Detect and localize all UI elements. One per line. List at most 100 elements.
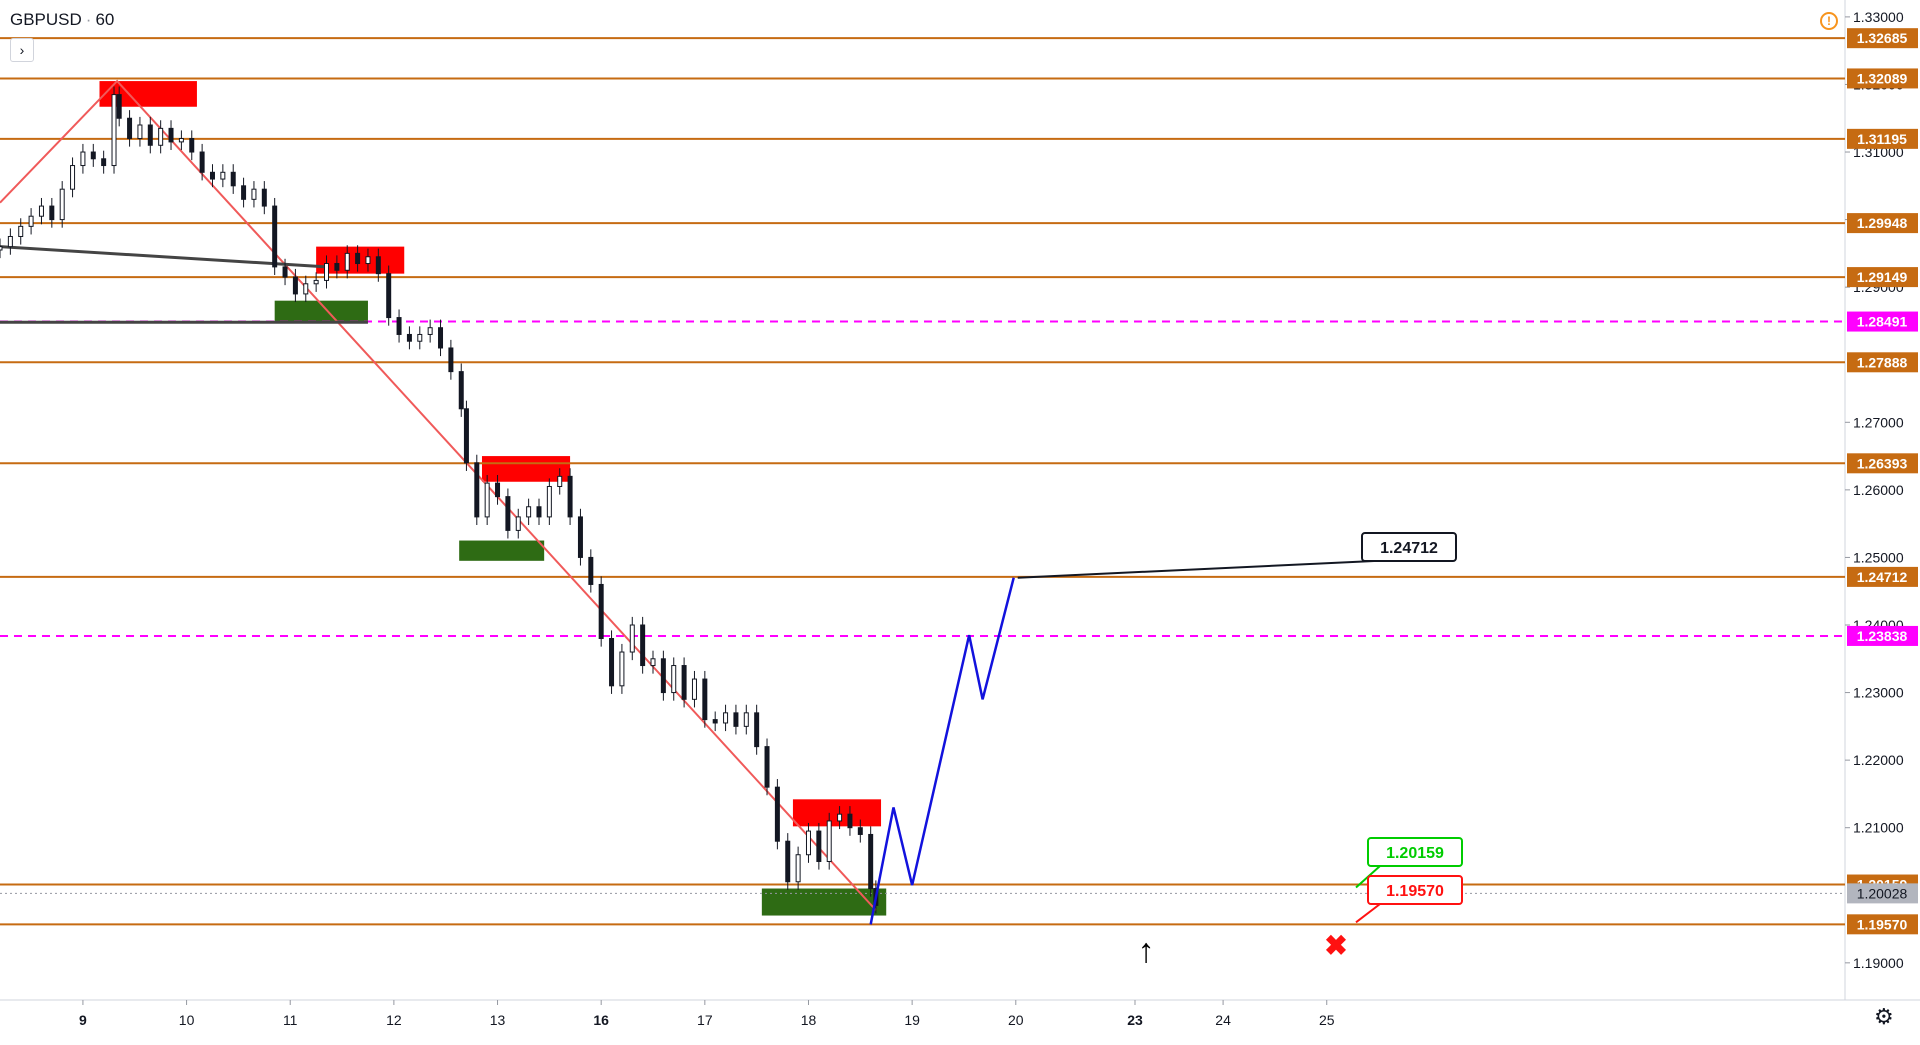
candle-body [515, 516, 521, 531]
candle-body [0, 246, 3, 251]
candle-body [764, 746, 770, 788]
time-tick-label: 16 [593, 1012, 609, 1028]
warning-icon[interactable]: ! [1820, 12, 1838, 30]
candle-body [427, 327, 433, 335]
price-tick-label: 1.26000 [1853, 482, 1904, 498]
level-price-badge-label: 1.32089 [1857, 70, 1908, 86]
price-tick-label: 1.22000 [1853, 752, 1904, 768]
red-trend-line [0, 79, 877, 911]
time-tick-label: 20 [1008, 1012, 1024, 1028]
resistance-zone [481, 456, 571, 482]
candle-body [178, 138, 184, 143]
time-tick-label: 10 [179, 1012, 195, 1028]
candle-body [458, 371, 464, 410]
candle-body [90, 151, 96, 160]
candle-body [324, 263, 330, 281]
level-price-badge-label: 1.28491 [1857, 314, 1908, 330]
candle-body [344, 252, 350, 271]
level-price-badge-label: 1.23838 [1857, 628, 1908, 644]
last-price-badge [1847, 883, 1918, 904]
level-price-badge [1847, 453, 1918, 474]
price-tick-label: 1.25000 [1853, 549, 1904, 565]
level-price-badge [1847, 311, 1918, 332]
time-tick-label: 25 [1319, 1012, 1335, 1028]
candle-body [101, 158, 107, 167]
level-price-badge-label: 1.27888 [1857, 354, 1908, 370]
resistance-zone [316, 246, 405, 274]
candle-body [137, 124, 143, 140]
candle-body [712, 719, 718, 724]
candle-body [723, 712, 729, 724]
candle-body [386, 273, 392, 319]
candle-body [438, 327, 444, 349]
stop-cross-icon: ✖ [1324, 930, 1347, 961]
candle-body [505, 496, 511, 531]
symbol-interval: 60 [95, 10, 115, 29]
forecast-layer [869, 577, 1015, 925]
candle-body [59, 188, 65, 221]
candle-body [474, 462, 480, 518]
level-price-badge-label: 1.29149 [1857, 269, 1908, 285]
resistance-zone [792, 799, 882, 827]
level-price-badge [1847, 352, 1918, 373]
time-axis[interactable]: 9 10 11 12 13 16 17 18 19 20 23 24 25 [79, 1000, 1335, 1028]
candle-body [609, 638, 615, 687]
candle-body [805, 830, 811, 856]
candle-body [28, 215, 34, 227]
candle-body [650, 658, 656, 667]
annotation-layer: 1.24712 1.20159 1.19570 ↑ ✖ [1017, 532, 1463, 970]
red-callout-label: 1.19570 [1386, 883, 1444, 900]
up-arrow-icon: ↑ [1138, 932, 1155, 970]
candle-body [116, 94, 122, 119]
candle-body [785, 840, 791, 883]
candle-body [282, 266, 288, 278]
candle-body [241, 185, 247, 200]
candles-layer [0, 86, 879, 914]
candle-body [168, 127, 174, 143]
price-tick-label: 1.21000 [1853, 820, 1904, 836]
candle-body [189, 138, 195, 153]
level-price-badge-label: 1.24712 [1857, 569, 1908, 585]
candle-body [355, 252, 361, 265]
symbol-title: GBPUSD · 60 [10, 10, 114, 30]
candle-body [826, 820, 832, 862]
candle-body [546, 485, 552, 518]
candle-body [754, 712, 760, 748]
candle-body [158, 127, 164, 146]
level-price-badge [1847, 28, 1918, 49]
candle-body [365, 256, 371, 265]
level-price-badge [1847, 213, 1918, 234]
candle-body [127, 117, 133, 140]
candle-body [111, 94, 117, 167]
candle-body [334, 263, 340, 271]
level-price-badge-label: 1.29948 [1857, 215, 1908, 231]
zones-layer [99, 81, 887, 916]
candle-body [199, 151, 205, 173]
title-separator: · [85, 10, 92, 29]
time-tick-label: 11 [283, 1012, 298, 1028]
candle-body [567, 475, 573, 518]
candle-body [857, 827, 863, 835]
price-axis[interactable]: 1.330001.320001.310001.300001.290001.270… [1845, 9, 1918, 971]
candle-body [484, 482, 490, 518]
target-callout-label: 1.24712 [1380, 540, 1438, 557]
candle-body [80, 151, 86, 167]
candle-body [557, 475, 563, 487]
target-callout-pointer [1017, 560, 1375, 579]
gear-icon[interactable]: ⚙ [1874, 1004, 1894, 1029]
time-tick-label: 18 [801, 1012, 817, 1028]
candle-body [816, 830, 822, 862]
candle-body [7, 235, 13, 248]
support-zone [274, 300, 368, 321]
candle-body [292, 276, 298, 295]
time-tick-label: 24 [1215, 1012, 1231, 1028]
candle-body [147, 124, 153, 146]
candle-body [774, 786, 780, 842]
symbol-name: GBPUSD [10, 10, 82, 29]
time-tick-label: 12 [386, 1012, 402, 1028]
collapse-legend-button[interactable]: › [10, 38, 34, 62]
candle-body [868, 833, 874, 890]
price-tick-label: 1.27000 [1853, 414, 1904, 430]
